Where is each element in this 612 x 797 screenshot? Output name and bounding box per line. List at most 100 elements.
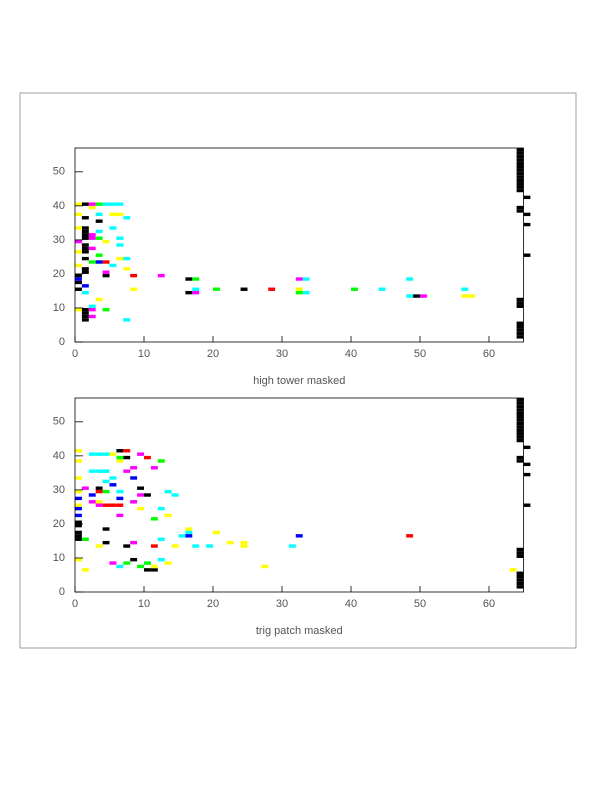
x-tick-label: 40 bbox=[345, 348, 357, 360]
x-tick-label: 0 bbox=[72, 598, 78, 610]
cell bbox=[88, 500, 96, 504]
cell bbox=[109, 503, 117, 507]
cell bbox=[102, 452, 110, 456]
cell bbox=[75, 202, 82, 206]
cell bbox=[137, 452, 144, 456]
cell bbox=[95, 503, 103, 507]
cell bbox=[226, 540, 234, 545]
cell bbox=[516, 578, 524, 582]
cell bbox=[95, 212, 103, 217]
cell bbox=[516, 331, 524, 336]
cell bbox=[516, 301, 524, 305]
cell bbox=[516, 421, 524, 426]
cell bbox=[150, 466, 158, 470]
cell bbox=[516, 571, 524, 575]
cell bbox=[516, 401, 524, 405]
cell bbox=[75, 239, 82, 244]
cell bbox=[116, 503, 124, 507]
cell bbox=[516, 151, 524, 155]
cell bbox=[95, 236, 103, 240]
cell bbox=[81, 243, 89, 247]
y-tick-label: 50 bbox=[53, 166, 65, 178]
cell bbox=[123, 561, 131, 565]
cell bbox=[516, 547, 524, 552]
x-tick-label: 20 bbox=[207, 598, 219, 610]
cell bbox=[116, 243, 124, 247]
cell bbox=[157, 557, 165, 562]
cell bbox=[295, 287, 303, 291]
cell bbox=[516, 585, 524, 589]
cell bbox=[75, 557, 82, 562]
y-tick-label: 0 bbox=[59, 336, 65, 348]
cell bbox=[164, 561, 172, 565]
cell bbox=[123, 256, 131, 261]
cell bbox=[81, 311, 89, 315]
cell bbox=[171, 493, 179, 497]
x-axis-label: high tower masked bbox=[253, 375, 345, 387]
cell bbox=[88, 246, 96, 251]
cell bbox=[523, 503, 531, 507]
cell bbox=[185, 530, 193, 535]
cell bbox=[130, 476, 138, 480]
cell bbox=[75, 503, 82, 507]
cell bbox=[116, 455, 124, 460]
cell bbox=[81, 202, 89, 206]
cell bbox=[288, 544, 296, 548]
cell bbox=[88, 469, 96, 473]
cell bbox=[88, 307, 96, 312]
cell bbox=[81, 233, 89, 237]
cell bbox=[302, 277, 310, 281]
cell bbox=[516, 551, 524, 555]
cell bbox=[295, 290, 303, 295]
cell bbox=[81, 314, 89, 319]
y-tick-label: 40 bbox=[53, 200, 65, 212]
x-tick-label: 30 bbox=[276, 348, 288, 360]
y-tick-label: 10 bbox=[53, 302, 65, 314]
cell bbox=[88, 452, 96, 456]
cell bbox=[123, 318, 131, 322]
cell bbox=[516, 188, 524, 193]
cell bbox=[516, 178, 524, 183]
cell bbox=[240, 540, 248, 545]
cell bbox=[516, 168, 524, 172]
cell bbox=[102, 540, 110, 545]
cell bbox=[144, 493, 151, 497]
x-axis-label: trig patch masked bbox=[256, 625, 343, 637]
cell bbox=[75, 520, 82, 524]
cell bbox=[123, 469, 131, 473]
cell bbox=[144, 568, 151, 572]
cell bbox=[516, 304, 524, 308]
cell bbox=[185, 534, 193, 538]
cell bbox=[164, 513, 172, 518]
cell bbox=[123, 455, 131, 460]
cell bbox=[516, 459, 524, 463]
cell bbox=[523, 195, 531, 200]
cell bbox=[192, 277, 200, 281]
cell bbox=[240, 287, 248, 291]
cell bbox=[75, 489, 82, 494]
cell bbox=[75, 534, 82, 538]
cell bbox=[81, 226, 89, 230]
cell bbox=[185, 277, 193, 281]
cell bbox=[516, 335, 524, 339]
cell bbox=[81, 284, 89, 288]
cell bbox=[75, 277, 82, 281]
cell bbox=[102, 270, 110, 274]
cell bbox=[123, 449, 131, 453]
cell bbox=[75, 523, 82, 528]
cell bbox=[150, 517, 158, 521]
cell bbox=[516, 297, 524, 302]
cell bbox=[523, 462, 531, 467]
cell bbox=[116, 236, 124, 240]
cell bbox=[468, 294, 476, 298]
cell bbox=[164, 489, 172, 494]
cell bbox=[75, 307, 82, 312]
cell bbox=[109, 476, 117, 480]
cell bbox=[95, 486, 103, 490]
cell bbox=[109, 452, 117, 456]
cell bbox=[81, 307, 89, 312]
cell bbox=[406, 534, 414, 538]
page-frame bbox=[19, 92, 577, 649]
cell bbox=[102, 260, 110, 264]
cell bbox=[213, 287, 220, 291]
